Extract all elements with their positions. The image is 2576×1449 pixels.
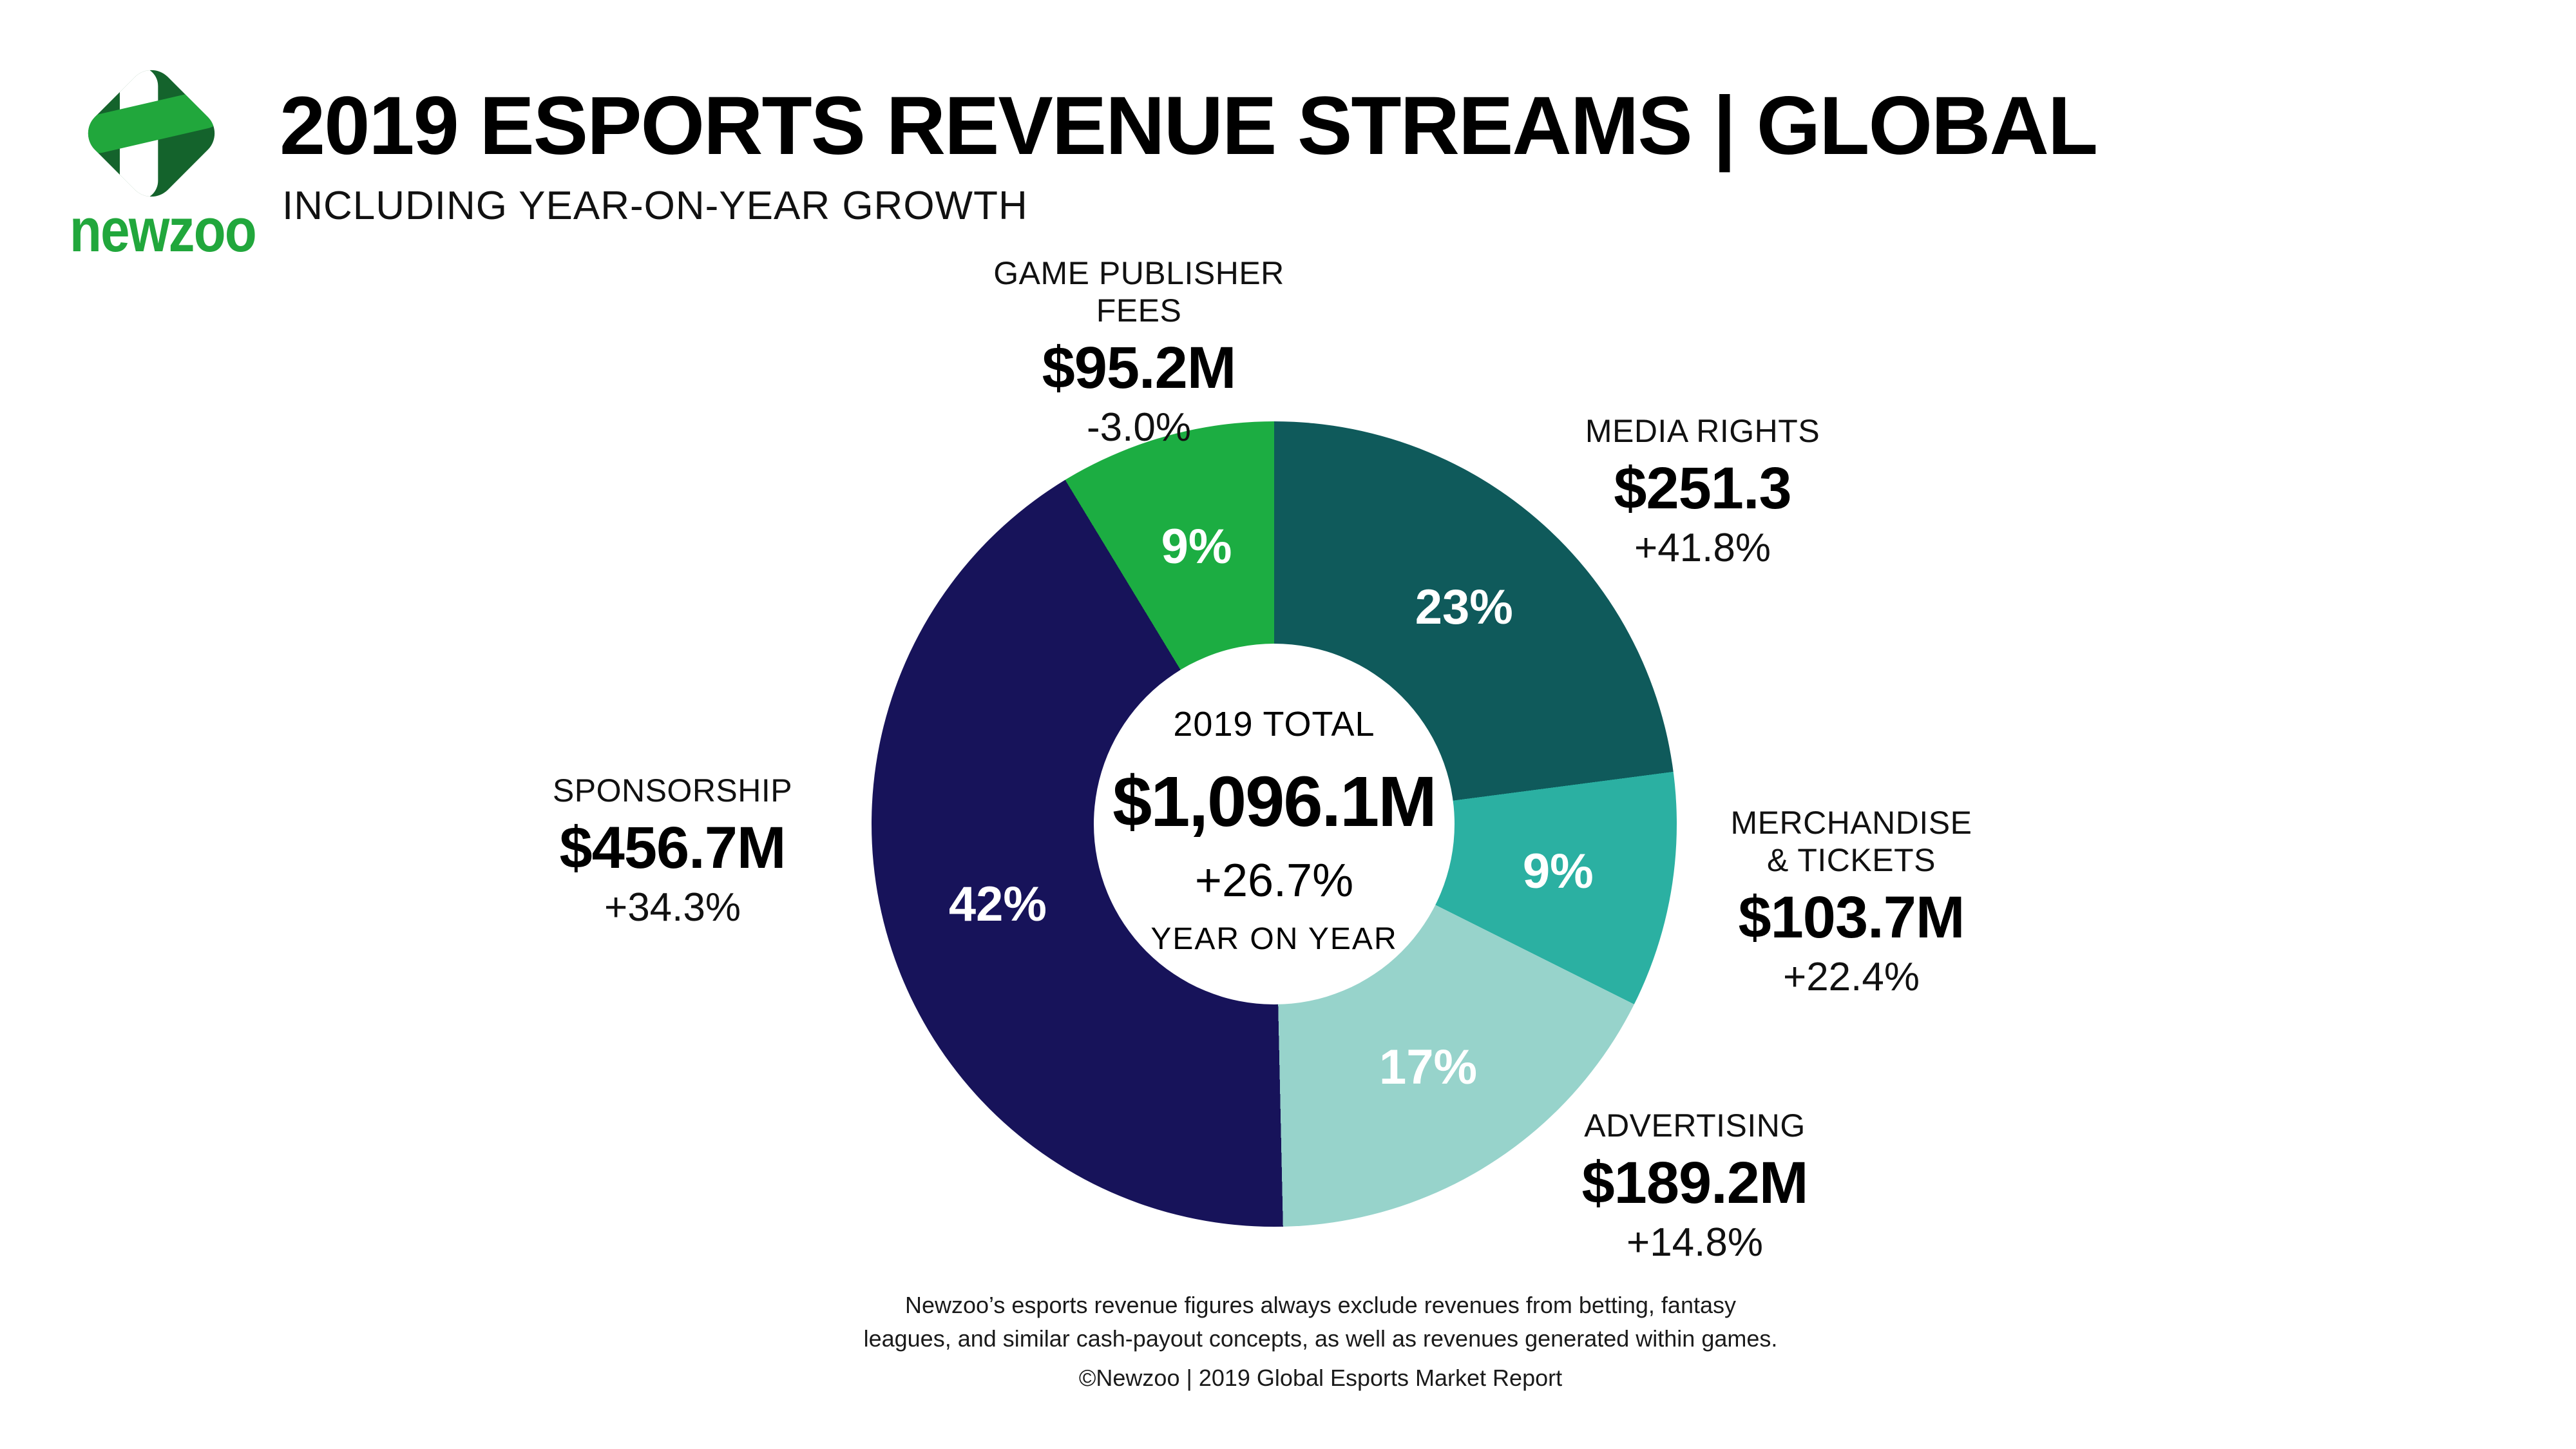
center-total-growth: +26.7% — [1194, 855, 1354, 907]
donut-share-label-advertising: 17% — [1379, 1039, 1478, 1095]
segment-name: MERCHANDISE & TICKETS — [1730, 805, 1972, 878]
page-title: 2019 ESPORTS REVENUE STREAMS | GLOBAL — [280, 80, 2098, 172]
donut-share-label-merchandise-tickets: 9% — [1522, 844, 1594, 899]
segment-label-game-publisher-fees: GAME PUBLISHER FEES $95.2M -3.0% — [993, 254, 1284, 450]
segment-name: GAME PUBLISHER FEES — [993, 255, 1284, 329]
center-total-label: 2019 TOTAL — [1173, 705, 1375, 744]
newzoo-logo-icon — [79, 66, 224, 200]
page-subtitle: INCLUDING YEAR-ON-YEAR GROWTH — [282, 184, 1028, 228]
newzoo-logo: newzoo — [68, 50, 257, 269]
segment-name: ADVERTISING — [1584, 1108, 1806, 1144]
center-yoy-label: YEAR ON YEAR — [1150, 922, 1398, 956]
segment-growth: -3.0% — [1087, 405, 1191, 450]
segment-label-media-rights: MEDIA RIGHTS $251.3 +41.8% — [1585, 412, 1820, 571]
segment-growth: +14.8% — [1626, 1220, 1763, 1265]
segment-value: $251.3 — [1614, 456, 1791, 521]
logo-green-pill — [79, 90, 224, 153]
donut-share-label-media-rights: 23% — [1415, 580, 1513, 635]
segment-value: $456.7M — [559, 815, 786, 881]
segment-value: $95.2M — [1042, 335, 1237, 401]
segment-growth: +22.4% — [1782, 955, 1920, 1000]
footnote: Newzoo’s esports revenue figures always … — [863, 1292, 1778, 1352]
donut-share-label-game-publisher-fees: 9% — [1161, 519, 1232, 574]
donut-chart: 23% 9% 17% 42% 9% 2019 TOTAL $1,096.1M +26.7… — [872, 421, 1677, 1227]
donut-share-label-sponsorship: 42% — [948, 877, 1047, 932]
segment-value: $103.7M — [1738, 885, 1965, 950]
segment-growth: +34.3% — [604, 885, 741, 930]
segment-label-merchandise-tickets: MERCHANDISE & TICKETS $103.7M +22.4% — [1731, 804, 1972, 1000]
center-total-value: $1,096.1M — [1112, 762, 1437, 841]
copyright: ©Newzoo | 2019 Global Esports Market Rep… — [1078, 1365, 1563, 1391]
newzoo-wordmark: newzoo — [70, 196, 257, 265]
donut-center: 2019 TOTAL $1,096.1M +26.7% YEAR ON YEAR — [1094, 644, 1455, 1004]
segment-growth: +41.8% — [1634, 526, 1771, 571]
segment-label-advertising: ADVERTISING $189.2M +14.8% — [1581, 1107, 1808, 1265]
segment-label-sponsorship: SPONSORSHIP $456.7M +34.3% — [553, 772, 792, 930]
segment-name: MEDIA RIGHTS — [1585, 413, 1820, 449]
segment-value: $189.2M — [1581, 1150, 1808, 1216]
segment-name: SPONSORSHIP — [552, 772, 793, 809]
